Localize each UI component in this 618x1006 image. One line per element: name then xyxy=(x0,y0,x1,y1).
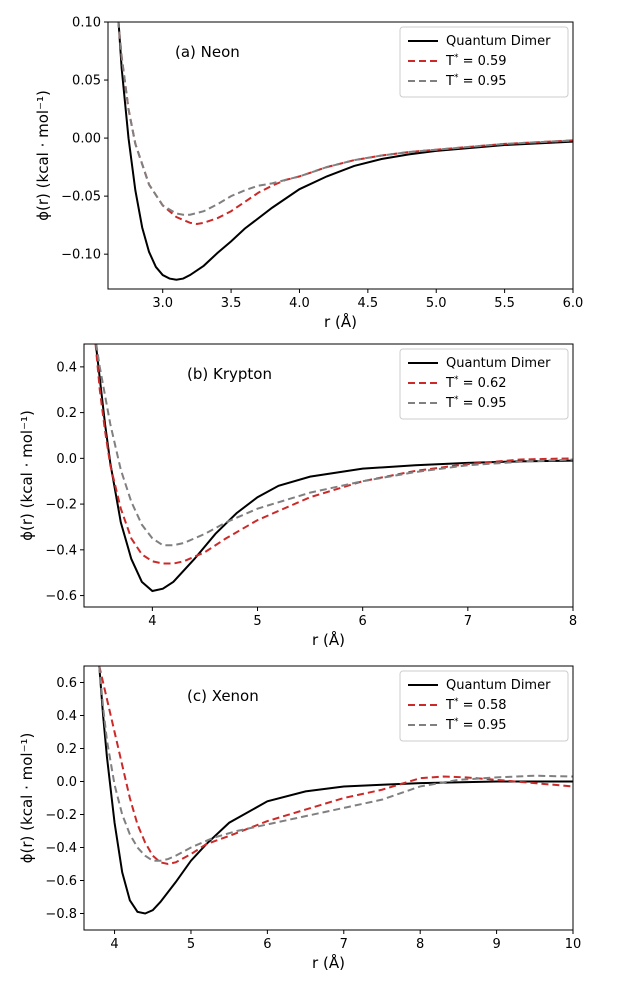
series-line-1 xyxy=(94,344,573,565)
y-axis-label: ϕ(r) (kcal · mol⁻¹) xyxy=(34,90,52,221)
x-tick-label: 5 xyxy=(187,937,195,952)
panel-label: (c) Xenon xyxy=(187,687,259,705)
x-axis-label: r (Å) xyxy=(324,312,357,331)
x-tick-label: 4.0 xyxy=(289,296,310,311)
legend: Quantum Dimer T* = 0.58 T* = 0.95 xyxy=(399,670,569,742)
panel-label: (a) Neon xyxy=(175,43,240,61)
x-tick-label: 4 xyxy=(110,937,118,952)
legend: Quantum Dimer T* = 0.62 T* = 0.95 xyxy=(399,348,569,420)
legend-box xyxy=(399,348,569,420)
axes-frame xyxy=(83,343,574,608)
x-tick-label: 7 xyxy=(340,937,348,952)
series-line-1 xyxy=(98,666,573,866)
chart-panel-2: 4 5 6 7 8 9 10 −0.8 −0.6 −0.4 −0.2 0.0 0.2 0.4 0.6 r (Å… xyxy=(18,665,582,972)
series-line-0 xyxy=(98,666,573,915)
y-axis-label: ϕ(r) (kcal · mol⁻¹) xyxy=(18,410,36,541)
x-tick-label: 8 xyxy=(416,937,424,952)
panel-label: (b) Krypton xyxy=(187,365,272,383)
legend-label-2: T* = 0.95 xyxy=(445,73,507,89)
x-tick-label: 6 xyxy=(359,614,367,629)
y-tick-label: −0.4 xyxy=(45,841,77,856)
y-axis-label: ϕ(r) (kcal · mol⁻¹) xyxy=(18,733,36,864)
y-tick-label: 0.4 xyxy=(56,709,77,724)
legend-label-0: Quantum Dimer xyxy=(446,356,551,371)
legend-label-2: T* = 0.95 xyxy=(445,717,507,733)
x-tick-label: 3.5 xyxy=(221,296,242,311)
legend-box xyxy=(399,670,569,742)
y-tick-label: 0.10 xyxy=(72,16,101,31)
x-axis-label: r (Å) xyxy=(312,953,345,972)
axes-frame xyxy=(83,665,574,931)
legend-box xyxy=(399,26,569,98)
y-tick-label: −0.2 xyxy=(45,808,77,823)
x-axis-label: r (Å) xyxy=(312,630,345,649)
legend-label-0: Quantum Dimer xyxy=(446,34,551,49)
legend-label-1: T* = 0.58 xyxy=(445,697,507,713)
y-tick-label: 0.6 xyxy=(56,676,77,691)
y-tick-label: 0.0 xyxy=(56,775,77,790)
x-tick-label: 6 xyxy=(263,937,271,952)
y-tick-label: −0.8 xyxy=(45,907,77,922)
x-tick-label: 3.0 xyxy=(152,296,173,311)
x-tick-label: 5 xyxy=(253,614,261,629)
series-line-0 xyxy=(117,22,573,281)
axes-frame xyxy=(107,21,574,290)
y-tick-label: −0.10 xyxy=(61,248,101,263)
series-line-2 xyxy=(117,22,573,216)
legend-label-1: T* = 0.62 xyxy=(445,375,507,391)
legend-label-1: T* = 0.59 xyxy=(445,53,507,69)
x-tick-label: 4.5 xyxy=(358,296,379,311)
y-tick-label: 0.2 xyxy=(56,742,77,757)
y-tick-label: 0.00 xyxy=(72,132,101,147)
x-tick-label: 6.0 xyxy=(563,296,584,311)
x-tick-label: 8 xyxy=(569,614,577,629)
chart-panel-1: 4 5 6 7 8 −0.6 −0.4 −0.2 0.0 0.2 0.4 r (Å) ϕ(r) (kca… xyxy=(18,343,577,649)
x-tick-label: 9 xyxy=(492,937,500,952)
legend: Quantum Dimer T* = 0.59 T* = 0.95 xyxy=(399,26,569,98)
x-tick-label: 5.5 xyxy=(494,296,515,311)
y-tick-label: 0.0 xyxy=(56,452,77,467)
series-line-2 xyxy=(98,666,573,862)
y-tick-label: 0.4 xyxy=(56,360,77,375)
legend-label-2: T* = 0.95 xyxy=(445,395,507,411)
x-tick-label: 5.0 xyxy=(426,296,447,311)
y-tick-label: −0.2 xyxy=(45,498,77,513)
y-tick-label: 0.05 xyxy=(72,74,101,89)
y-tick-label: −0.6 xyxy=(45,589,77,604)
chart-panel-0: 3.0 3.5 4.0 4.5 5.0 5.5 6.0 −0.10 −0.05 0.00 0.05 0… xyxy=(34,16,584,332)
y-tick-label: −0.6 xyxy=(45,874,77,889)
x-tick-label: 4 xyxy=(148,614,156,629)
legend-label-0: Quantum Dimer xyxy=(446,678,551,693)
x-tick-label: 7 xyxy=(464,614,472,629)
y-tick-label: 0.2 xyxy=(56,406,77,421)
x-tick-label: 10 xyxy=(565,937,582,952)
y-tick-label: −0.4 xyxy=(45,543,77,558)
y-tick-label: −0.05 xyxy=(61,190,101,205)
